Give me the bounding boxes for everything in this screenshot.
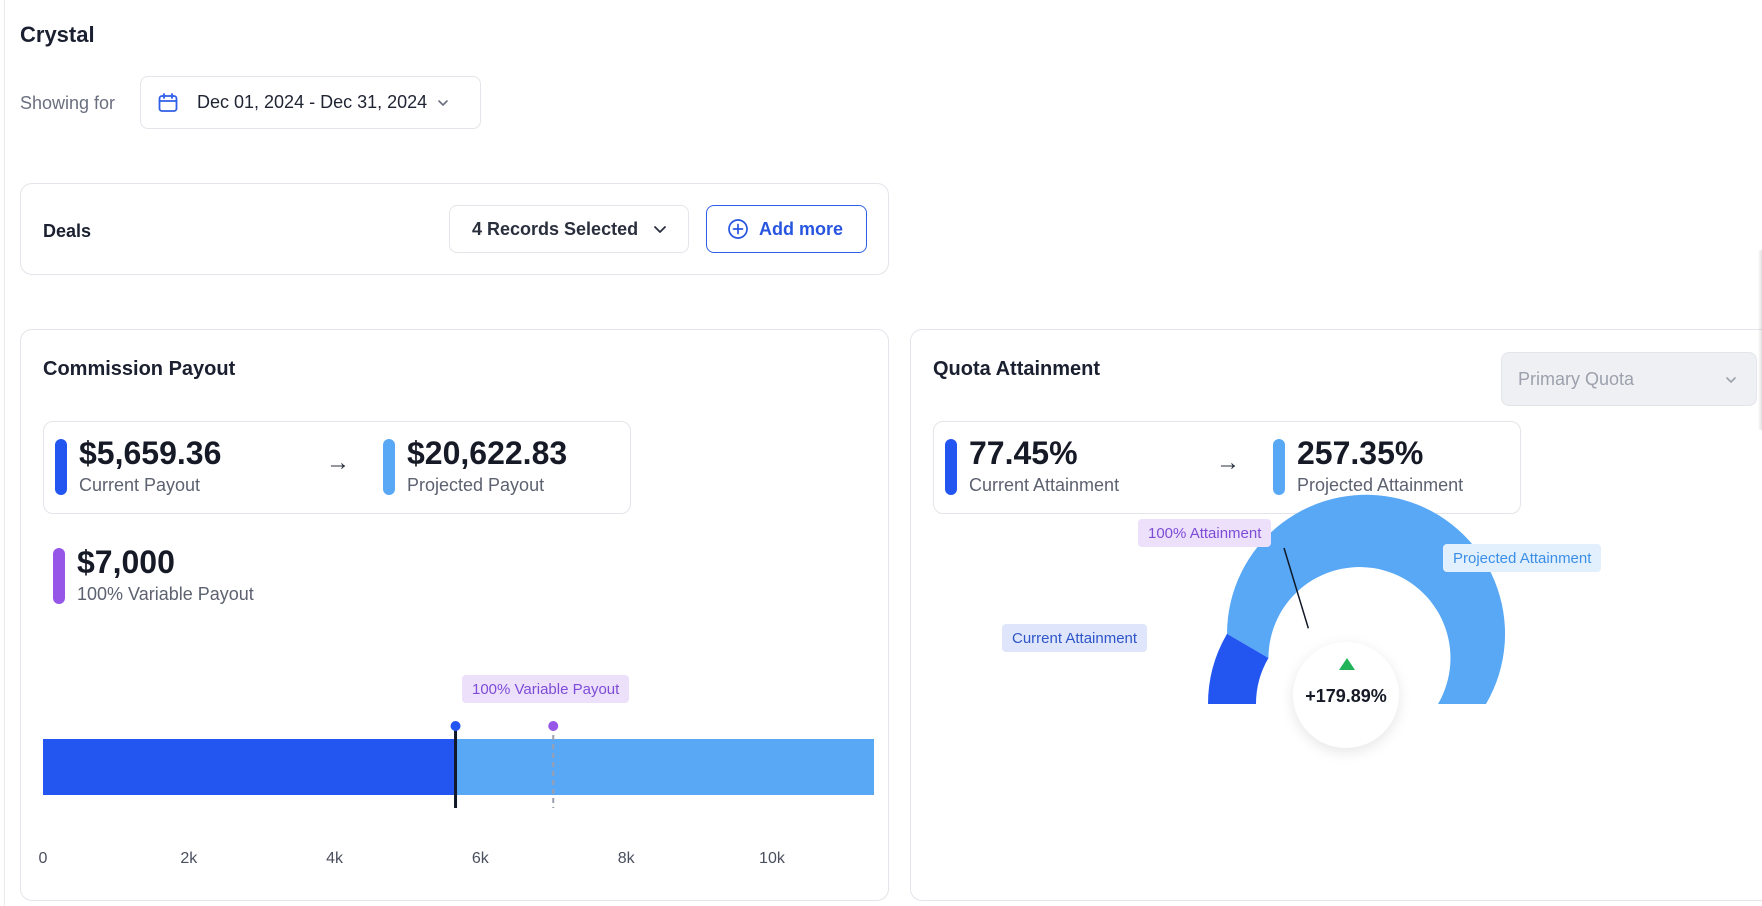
primary-quota-select[interactable]: Primary Quota <box>1501 352 1757 406</box>
x-tick-label: 0 <box>39 850 48 867</box>
add-more-button[interactable]: Add more <box>706 205 867 253</box>
date-range-text: Dec 01, 2024 - Dec 31, 2024 <box>197 92 428 112</box>
current-payout-color-bar <box>55 439 67 495</box>
attainment-delta-value: +179.89% <box>1305 686 1387 706</box>
x-tick-label: 8k <box>618 850 636 867</box>
x-tick-label: 4k <box>326 850 344 867</box>
calendar-icon <box>158 92 178 112</box>
showing-for-label: Showing for <box>20 93 116 113</box>
date-range-picker[interactable]: Dec 01, 2024 - Dec 31, 2024 <box>140 76 481 129</box>
projected-payout-bar <box>455 739 874 795</box>
chevron-down-icon <box>438 99 448 106</box>
attainment-delta-badge: +179.89% <box>1293 642 1399 748</box>
projected-attainment-label: Projected Attainment <box>1297 475 1464 495</box>
variable-payout-color-bar <box>53 548 65 604</box>
current-attainment-tag: Current Attainment <box>1002 624 1148 652</box>
app-title: Crystal <box>20 22 95 47</box>
current-attainment-arc <box>1208 633 1269 704</box>
payout-bar-chart: 0 2k 4k 6k 8k 10k <box>39 721 874 867</box>
projected-attainment-value: 257.35% <box>1297 435 1424 471</box>
x-tick-label: 2k <box>180 850 198 867</box>
commission-payout-title: Commission Payout <box>43 358 236 380</box>
quota-attainment-card: Quota Attainment Primary Quota 77.45% Cu… <box>910 329 1762 901</box>
full-attainment-tag: 100% Attainment <box>1138 519 1272 547</box>
chevron-down-icon <box>654 226 666 233</box>
plus-circle-icon <box>728 219 748 239</box>
variable-payout-marker-dot <box>548 721 559 731</box>
quota-attainment-title: Quota Attainment <box>933 358 1101 380</box>
current-payout-bar <box>43 739 456 795</box>
variable-payout-label: 100% Variable Payout <box>77 584 254 604</box>
arrow-right-icon: → <box>1216 449 1240 476</box>
add-more-label: Add more <box>759 218 844 239</box>
projected-payout-value: $20,622.83 <box>407 435 568 471</box>
current-attainment-color-bar <box>945 439 957 495</box>
target-attainment-leader-line <box>1283 547 1310 629</box>
edge-shadow <box>1758 250 1762 430</box>
projected-payout-label: Projected Payout <box>407 475 545 495</box>
up-triangle-icon <box>1339 658 1355 670</box>
current-payout-value: $5,659.36 <box>79 435 222 471</box>
deals-label: Deals <box>43 221 92 241</box>
chevron-down-icon <box>1726 377 1736 383</box>
current-attainment-value: 77.45% <box>969 435 1078 471</box>
x-tick-label: 10k <box>759 850 786 867</box>
records-selected-text: 4 Records Selected <box>472 218 639 239</box>
current-payout-marker-dot <box>450 721 461 731</box>
x-tick-label: 6k <box>472 850 490 867</box>
projected-payout-color-bar <box>383 439 395 495</box>
projected-attainment-arc <box>1227 494 1506 704</box>
variable-payout-value: $7,000 <box>77 544 175 580</box>
current-attainment-label: Current Attainment <box>969 475 1120 495</box>
commission-payout-card: Commission Payout $5,659.36 Current Payo… <box>20 329 889 901</box>
variable-payout-marker-tag: 100% Variable Payout <box>462 675 630 703</box>
page: Crystal Showing for Dec 01, 2024 - Dec 3… <box>4 0 1762 906</box>
attainment-stats-box: 77.45% Current Attainment → 257.35% Proj… <box>933 421 1521 514</box>
payout-stats-box: $5,659.36 Current Payout → $20,622.83 Pr… <box>43 421 631 514</box>
records-selected-dropdown[interactable]: 4 Records Selected <box>449 205 689 253</box>
projected-attainment-tag: Projected Attainment <box>1443 544 1602 572</box>
projected-attainment-color-bar <box>1273 439 1285 495</box>
arrow-right-icon: → <box>326 449 350 476</box>
attainment-gauge-chart <box>1208 494 1506 704</box>
primary-quota-text: Primary Quota <box>1518 368 1635 389</box>
current-payout-label: Current Payout <box>79 475 201 495</box>
deals-card: Deals 4 Records Selected Add more <box>20 183 889 275</box>
